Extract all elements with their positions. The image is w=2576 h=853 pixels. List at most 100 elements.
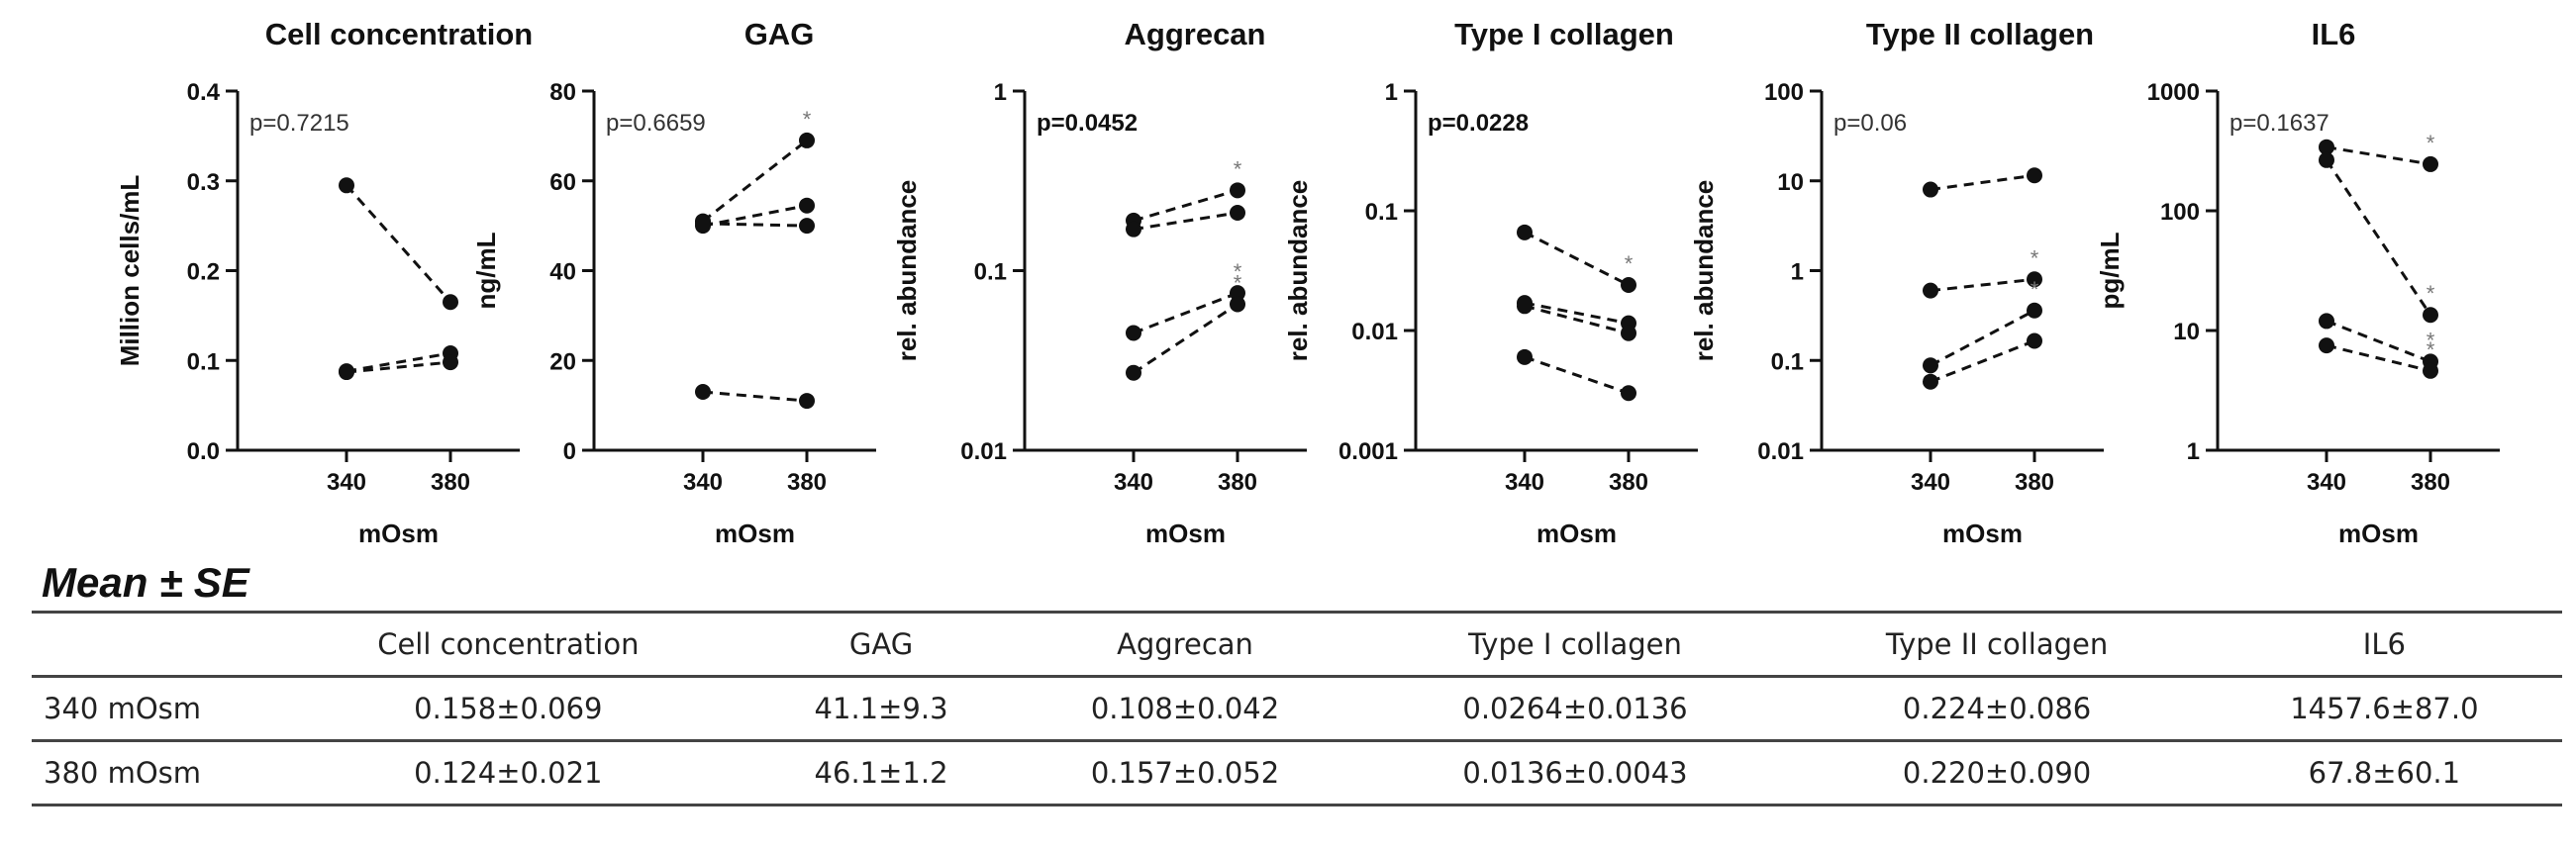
series-line (2325, 158, 2432, 317)
y-tick-label: 40 (549, 259, 576, 286)
series-line (2326, 320, 2431, 363)
data-point (2027, 332, 2042, 349)
y-axis-label: ng/mL (471, 232, 501, 309)
chart-title: Type I collagen (1454, 17, 1674, 51)
significance-star: * (1234, 259, 1242, 284)
series-line (345, 184, 452, 304)
series-line (702, 222, 808, 228)
data-point (1621, 385, 1636, 402)
p-value-label: p=0.1637 (2229, 110, 2329, 137)
series-line (702, 390, 808, 403)
x-tick-label: 380 (2015, 469, 2054, 496)
y-tick-label: 0.2 (187, 259, 220, 286)
y-tick-label: 0.01 (960, 438, 1007, 465)
x-tick-label: 380 (431, 469, 470, 496)
table-cell: 0.158±0.069 (414, 692, 603, 725)
data-point (1230, 182, 1245, 199)
x-tick-label: 340 (1911, 469, 1950, 496)
x-axis-label: mOsm (1942, 519, 2023, 548)
data-point (443, 354, 458, 371)
chart-title: Cell concentration (265, 17, 533, 51)
data-point (2319, 337, 2334, 354)
chart-title: GAG (744, 17, 815, 51)
data-point (2423, 155, 2438, 172)
significance-star: * (1625, 251, 1634, 276)
x-tick-label: 380 (1609, 469, 1648, 496)
table-cell: 0.157±0.052 (1090, 756, 1280, 790)
x-tick-label: 380 (2411, 469, 2450, 496)
data-point (695, 384, 711, 401)
y-tick-label: 0.1 (1771, 348, 1804, 375)
table-header-cell: GAG (848, 627, 914, 661)
series-line (1524, 304, 1630, 335)
series-line (1930, 173, 2035, 192)
series-line (2326, 343, 2431, 373)
y-axis-label: Million cells/mL (115, 175, 145, 367)
table-cell: 41.1±9.3 (814, 692, 948, 725)
table-header-cell: Aggrecan (1117, 627, 1253, 661)
y-tick-label: 1 (2187, 438, 2200, 465)
y-axis-label: rel. abundance (1689, 180, 1719, 362)
x-tick-label: 340 (1114, 469, 1153, 496)
data-point (1517, 224, 1533, 240)
data-point (1230, 296, 1245, 313)
y-tick-label: 20 (549, 348, 576, 375)
x-tick-label: 380 (787, 469, 827, 496)
p-value-label: p=0.0228 (1428, 110, 1529, 137)
p-value-label: p=0.0452 (1037, 110, 1138, 137)
table-row: 380 mOsm 0.124±0.021 46.1±1.2 0.157±0.05… (32, 741, 2562, 806)
p-value-label: p=0.06 (1833, 110, 1907, 137)
y-tick-label: 1 (994, 79, 1007, 106)
table-row-label: 380 mOsm (44, 756, 202, 790)
y-axis-label: rel. abundance (892, 180, 922, 362)
p-value-label: p=0.6659 (606, 110, 706, 137)
data-point (1230, 285, 1245, 302)
data-point (2423, 307, 2438, 324)
x-tick-label: 340 (327, 469, 366, 496)
data-point (443, 294, 458, 311)
series-line (1524, 355, 1630, 395)
data-point (1230, 205, 1245, 222)
y-tick-label: 0.1 (187, 348, 220, 375)
y-axis-label: pg/mL (2095, 232, 2125, 309)
series-line (1930, 309, 2035, 367)
x-axis-label: mOsm (2338, 519, 2419, 548)
y-tick-label: 80 (549, 79, 576, 106)
table-cell: 1457.6±87.0 (2290, 692, 2479, 725)
table-row-label: 340 mOsm (44, 692, 202, 725)
y-tick-label: 0.4 (187, 79, 221, 106)
data-point (799, 132, 815, 148)
series-line (346, 360, 451, 374)
chart-title: Aggrecan (1125, 17, 1266, 51)
table-cell: 0.0264±0.0136 (1462, 692, 1688, 725)
table-header-cell: Type II collagen (1885, 627, 2109, 661)
series-line (1133, 303, 1238, 374)
data-point (1517, 348, 1533, 365)
y-tick-label: 0 (563, 438, 576, 465)
table-cell: 0.0136±0.0043 (1462, 756, 1688, 790)
significance-star: * (2427, 328, 2435, 352)
data-point (1621, 276, 1636, 293)
y-tick-label: 10 (1777, 169, 1804, 196)
table-cell: 46.1±1.2 (814, 756, 948, 790)
data-point (2319, 313, 2334, 330)
series-line (1133, 211, 1238, 232)
table-cell: 0.220±0.090 (1902, 756, 2092, 790)
significance-star: * (1234, 156, 1242, 181)
data-point (1126, 221, 1141, 237)
series-line (2326, 145, 2431, 166)
table-header-row: Cell concentration GAG Aggrecan Type I c… (32, 612, 2562, 677)
series-line (1930, 339, 2035, 384)
data-point (339, 177, 354, 194)
data-point (2027, 167, 2042, 184)
x-tick-label: 340 (1505, 469, 1544, 496)
x-tick-label: 340 (683, 469, 723, 496)
data-point (2319, 139, 2334, 155)
y-tick-label: 0.1 (1365, 199, 1398, 226)
data-point (1923, 181, 1938, 198)
table-header-cell: IL6 (2362, 627, 2406, 661)
data-point (1923, 357, 1938, 374)
table-header-cell: Cell concentration (377, 627, 640, 661)
data-point (2423, 362, 2438, 379)
table-header-cell: Type I collagen (1468, 627, 1682, 661)
